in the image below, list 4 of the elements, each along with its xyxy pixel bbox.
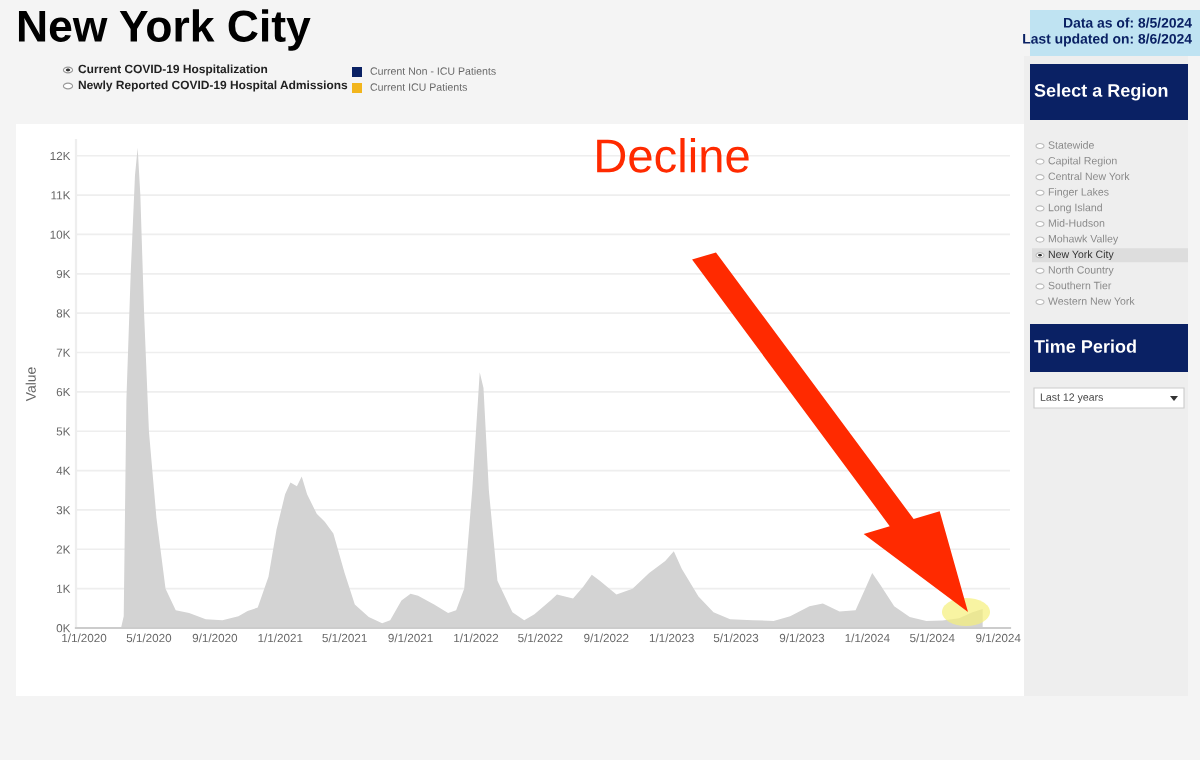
text: Select a Region [1034,83,1168,101]
annotation: Decline [597,137,749,173]
text: Time Period [1034,339,1136,353]
chart-title: New York City [18,9,311,51]
